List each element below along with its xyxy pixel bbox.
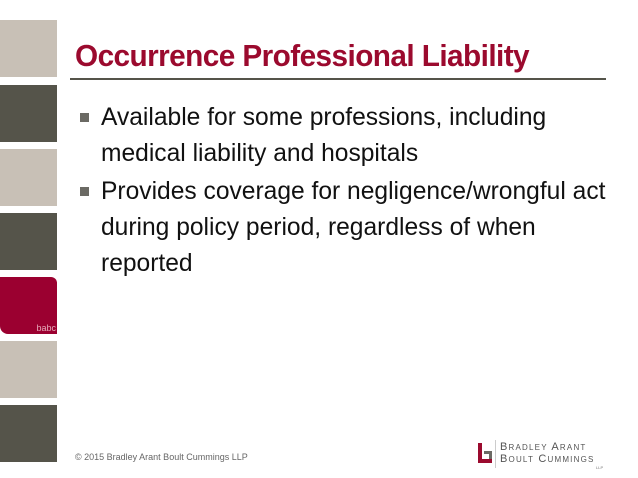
logo-suffix: LLP: [596, 465, 604, 470]
bullet-item: Available for some professions, includin…: [80, 100, 620, 172]
sidebar-block: [0, 405, 57, 462]
title-divider: [70, 78, 606, 80]
logo-line1: Bradley Arant: [500, 441, 587, 453]
sidebar-block: [0, 20, 57, 77]
bullet-list: Available for some professions, includin…: [80, 100, 620, 284]
sidebar-tag: babc: [36, 323, 56, 333]
logo-mark-icon: [478, 443, 492, 463]
bullet-text: Available for some professions, includin…: [101, 104, 547, 167]
logo-divider: [495, 440, 496, 468]
copyright-footer: © 2015 Bradley Arant Boult Cummings LLP: [75, 452, 248, 462]
sidebar-block: [0, 213, 57, 270]
sidebar-block-accent: babc: [0, 277, 57, 334]
logo-line2: Boult Cummings: [500, 453, 595, 465]
sidebar-block: [0, 149, 57, 206]
slide-title: Occurrence Professional Liability: [75, 38, 530, 73]
sidebar-block: [0, 341, 57, 398]
bullet-text: Provides coverage for negligence/wrongfu…: [101, 178, 606, 277]
company-logo: Bradley Arant Boult Cummings LLP: [476, 440, 626, 470]
bullet-square-icon: [80, 113, 89, 122]
sidebar-block: [0, 85, 57, 142]
bullet-square-icon: [80, 187, 89, 196]
bullet-item: Provides coverage for negligence/wrongfu…: [80, 174, 620, 282]
